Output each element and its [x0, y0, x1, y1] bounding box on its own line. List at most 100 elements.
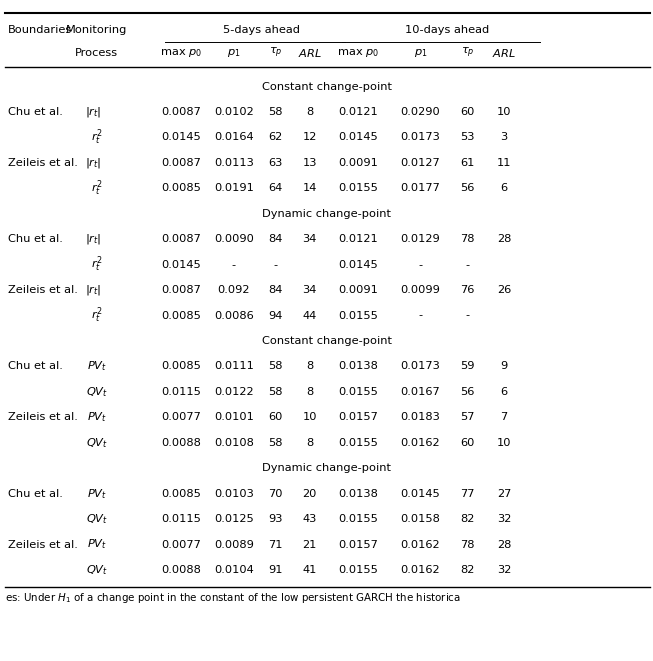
Text: 0.0087: 0.0087 — [161, 158, 202, 168]
Text: 0.0155: 0.0155 — [338, 183, 378, 193]
Text: 0.0173: 0.0173 — [400, 362, 441, 371]
Text: 0.0108: 0.0108 — [214, 438, 254, 447]
Text: es: Under $H_1$ of a change point in the constant of the low persistent GARCH th: es: Under $H_1$ of a change point in the… — [5, 592, 461, 605]
Text: 0.0157: 0.0157 — [338, 539, 378, 549]
Text: 12: 12 — [302, 132, 317, 142]
Text: 60: 60 — [460, 107, 475, 117]
Text: 58: 58 — [268, 438, 283, 447]
Text: 10: 10 — [497, 107, 511, 117]
Text: Chu et al.: Chu et al. — [8, 234, 63, 244]
Text: 8: 8 — [306, 387, 313, 397]
Text: 28: 28 — [497, 234, 511, 244]
Text: $|r_t|$: $|r_t|$ — [85, 232, 102, 246]
Text: $PV_t$: $PV_t$ — [87, 486, 106, 500]
Text: Dynamic change-point: Dynamic change-point — [262, 209, 391, 219]
Text: 0.0085: 0.0085 — [161, 183, 202, 193]
Text: 58: 58 — [268, 387, 283, 397]
Text: 0.0087: 0.0087 — [161, 285, 202, 295]
Text: 78: 78 — [460, 234, 475, 244]
Text: 61: 61 — [460, 158, 475, 168]
Text: 0.0173: 0.0173 — [400, 132, 441, 142]
Text: 56: 56 — [460, 387, 475, 397]
Text: 0.0089: 0.0089 — [214, 539, 254, 549]
Text: 0.0290: 0.0290 — [401, 107, 440, 117]
Text: 0.0191: 0.0191 — [214, 183, 254, 193]
Text: $p_1$: $p_1$ — [414, 47, 427, 59]
Text: 0.0077: 0.0077 — [161, 412, 202, 422]
Text: Zeileis et al.: Zeileis et al. — [8, 539, 78, 549]
Text: 0.0127: 0.0127 — [401, 158, 440, 168]
Text: $r_t^2$: $r_t^2$ — [91, 128, 103, 147]
Text: -: - — [466, 260, 470, 270]
Text: 62: 62 — [268, 132, 283, 142]
Text: $\tau_p$: $\tau_p$ — [269, 46, 282, 60]
Text: 64: 64 — [268, 183, 283, 193]
Text: 11: 11 — [497, 158, 511, 168]
Text: 60: 60 — [268, 412, 283, 422]
Text: 14: 14 — [302, 183, 317, 193]
Text: 70: 70 — [268, 488, 283, 498]
Text: $p_1$: $p_1$ — [227, 47, 240, 59]
Text: 0.0167: 0.0167 — [401, 387, 440, 397]
Text: 0.0145: 0.0145 — [162, 132, 201, 142]
Text: 0.0162: 0.0162 — [401, 565, 440, 575]
Text: 0.0157: 0.0157 — [338, 412, 378, 422]
Text: 0.0125: 0.0125 — [214, 514, 253, 524]
Text: 0.0155: 0.0155 — [338, 514, 378, 524]
Text: 0.0155: 0.0155 — [338, 565, 378, 575]
Text: 57: 57 — [460, 412, 475, 422]
Text: 58: 58 — [268, 362, 283, 371]
Text: 0.0145: 0.0145 — [401, 488, 440, 498]
Text: 0.0088: 0.0088 — [161, 565, 202, 575]
Text: -: - — [466, 311, 470, 321]
Text: Chu et al.: Chu et al. — [8, 362, 63, 371]
Text: $PV_t$: $PV_t$ — [87, 537, 106, 551]
Text: $QV_t$: $QV_t$ — [86, 563, 108, 577]
Text: 0.0162: 0.0162 — [401, 438, 440, 447]
Text: $PV_t$: $PV_t$ — [87, 360, 106, 373]
Text: $r_t^2$: $r_t^2$ — [91, 178, 103, 198]
Text: 0.0085: 0.0085 — [161, 362, 202, 371]
Text: 0.0115: 0.0115 — [161, 514, 202, 524]
Text: Chu et al.: Chu et al. — [8, 488, 63, 498]
Text: 0.0145: 0.0145 — [162, 260, 201, 270]
Text: 7: 7 — [500, 412, 508, 422]
Text: 59: 59 — [460, 362, 475, 371]
Text: 41: 41 — [302, 565, 317, 575]
Text: 43: 43 — [302, 514, 317, 524]
Text: $QV_t$: $QV_t$ — [86, 385, 108, 399]
Text: 0.0113: 0.0113 — [214, 158, 254, 168]
Text: 0.0091: 0.0091 — [338, 285, 378, 295]
Text: 3: 3 — [500, 132, 508, 142]
Text: 0.0121: 0.0121 — [338, 234, 377, 244]
Text: 0.0115: 0.0115 — [161, 387, 202, 397]
Text: 0.0086: 0.0086 — [214, 311, 253, 321]
Text: 0.0138: 0.0138 — [338, 362, 378, 371]
Text: 8: 8 — [306, 362, 313, 371]
Text: Monitoring: Monitoring — [66, 25, 127, 36]
Text: $r_t^2$: $r_t^2$ — [91, 255, 103, 274]
Text: $|r_t|$: $|r_t|$ — [85, 156, 102, 170]
Text: 26: 26 — [497, 285, 511, 295]
Text: 0.0183: 0.0183 — [400, 412, 441, 422]
Text: 53: 53 — [460, 132, 475, 142]
Text: -: - — [232, 260, 236, 270]
Text: $ARL$: $ARL$ — [298, 47, 321, 59]
Text: 56: 56 — [460, 183, 475, 193]
Text: 94: 94 — [268, 311, 283, 321]
Text: 91: 91 — [268, 565, 283, 575]
Text: 0.0088: 0.0088 — [161, 438, 202, 447]
Text: 0.0077: 0.0077 — [161, 539, 202, 549]
Text: 0.0138: 0.0138 — [338, 488, 378, 498]
Text: $r_t^2$: $r_t^2$ — [91, 306, 103, 325]
Text: 93: 93 — [268, 514, 283, 524]
Text: $QV_t$: $QV_t$ — [86, 436, 108, 449]
Text: Process: Process — [75, 48, 118, 58]
Text: 71: 71 — [268, 539, 283, 549]
Text: 0.0121: 0.0121 — [338, 107, 377, 117]
Text: $PV_t$: $PV_t$ — [87, 410, 106, 424]
Text: -: - — [419, 311, 422, 321]
Text: $|r_t|$: $|r_t|$ — [85, 283, 102, 297]
Text: 82: 82 — [460, 514, 475, 524]
Text: 0.0177: 0.0177 — [400, 183, 441, 193]
